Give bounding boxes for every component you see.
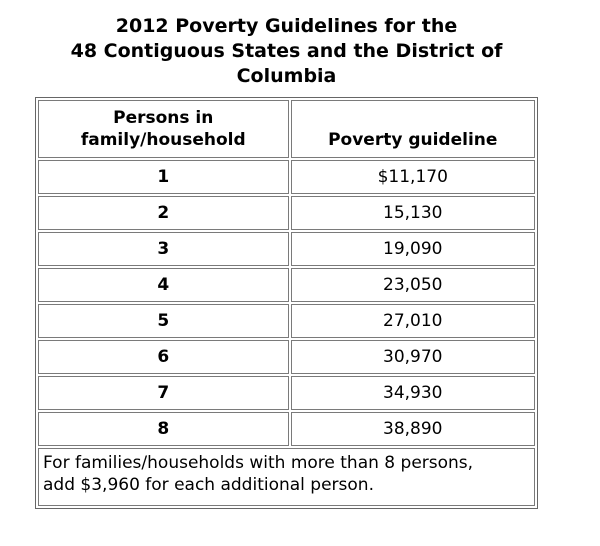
guideline-cell: $11,170 bbox=[290, 160, 535, 194]
table-row: 3 19,090 bbox=[38, 232, 535, 266]
guideline-cell: 15,130 bbox=[290, 196, 535, 230]
guideline-cell: 34,930 bbox=[290, 376, 535, 410]
table-row: 6 30,970 bbox=[38, 340, 535, 374]
table-row: 4 23,050 bbox=[38, 268, 535, 302]
table-row: 5 27,010 bbox=[38, 304, 535, 338]
persons-cell: 3 bbox=[38, 232, 289, 266]
column-header-poverty-guideline: Poverty guideline bbox=[290, 100, 535, 158]
persons-cell: 8 bbox=[38, 412, 289, 446]
persons-cell: 1 bbox=[38, 160, 289, 194]
persons-cell: 5 bbox=[38, 304, 289, 338]
guideline-cell: 27,010 bbox=[290, 304, 535, 338]
table-row: 2 15,130 bbox=[38, 196, 535, 230]
poverty-guidelines-table: Persons in family/household Poverty guid… bbox=[35, 97, 538, 509]
guideline-cell: 30,970 bbox=[290, 340, 535, 374]
guideline-cell: 38,890 bbox=[290, 412, 535, 446]
persons-cell: 7 bbox=[38, 376, 289, 410]
column-header-persons: Persons in family/household bbox=[38, 100, 289, 158]
persons-cell: 4 bbox=[38, 268, 289, 302]
table-row: 8 38,890 bbox=[38, 412, 535, 446]
table-header-row: Persons in family/household Poverty guid… bbox=[38, 100, 535, 158]
table-footnote-row: For families/households with more than 8… bbox=[38, 448, 535, 506]
guideline-cell: 23,050 bbox=[290, 268, 535, 302]
table-row: 1 $11,170 bbox=[38, 160, 535, 194]
page-title: 2012 Poverty Guidelines for the 48 Conti… bbox=[70, 15, 503, 87]
table-footnote: For families/households with more than 8… bbox=[38, 448, 535, 506]
table-row: 7 34,930 bbox=[38, 376, 535, 410]
persons-cell: 6 bbox=[38, 340, 289, 374]
persons-cell: 2 bbox=[38, 196, 289, 230]
guideline-cell: 19,090 bbox=[290, 232, 535, 266]
